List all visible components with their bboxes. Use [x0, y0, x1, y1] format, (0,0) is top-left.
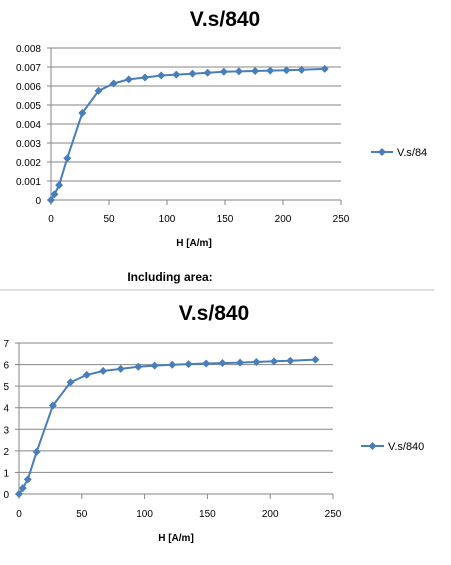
- y-tick-label: 3: [3, 425, 9, 436]
- y-tick-label: 5: [3, 382, 9, 393]
- x-tick-label: 150: [199, 509, 216, 520]
- y-tick-label: 0: [35, 196, 41, 207]
- x-tick-label: 50: [76, 509, 88, 520]
- y-tick-label: 0.001: [16, 177, 41, 188]
- x-tick-label: 250: [325, 509, 342, 520]
- data-point: [63, 154, 72, 163]
- data-point: [134, 362, 143, 371]
- legend-label: V.s/84: [397, 147, 427, 159]
- x-tick-label: 150: [217, 214, 234, 225]
- legend-marker: [378, 148, 386, 156]
- x-tick-label: 0: [16, 509, 22, 520]
- x-tick-label: 0: [48, 214, 54, 225]
- data-point: [15, 490, 23, 498]
- y-tick-label: 2: [3, 447, 9, 458]
- data-point: [99, 367, 108, 376]
- data-point: [124, 75, 133, 84]
- data-point: [78, 108, 87, 117]
- data-point: [94, 86, 103, 95]
- legend-marker: [368, 442, 377, 450]
- data-point: [109, 79, 118, 88]
- data-point: [48, 401, 57, 410]
- chart-bottom: V.s/840 0 1 2 3 4 5 6 7 0 50 100 150 200 250 H [A/m] V.s…: [3, 302, 424, 544]
- data-point: [47, 196, 55, 204]
- x-tick-label: 100: [136, 509, 153, 520]
- y-tick-label: 0: [3, 490, 9, 501]
- data-point: [282, 66, 291, 75]
- x-tick-label: 250: [333, 214, 350, 225]
- y-tick-label: 0.008: [16, 44, 41, 55]
- data-point: [311, 355, 320, 364]
- y-tick-label: 0.002: [16, 158, 41, 169]
- data-point: [252, 357, 261, 366]
- y-tick-label: 0.005: [16, 101, 41, 112]
- y-tick-label: 0.003: [16, 139, 41, 150]
- data-point: [286, 356, 295, 365]
- data-point: [23, 475, 32, 484]
- x-tick-label: 50: [103, 214, 115, 225]
- data-point: [184, 360, 193, 369]
- data-point: [234, 67, 243, 76]
- data-point: [202, 359, 211, 368]
- legend-label: V.s/840: [388, 441, 424, 453]
- x-tick-label: 100: [159, 214, 176, 225]
- data-point: [140, 73, 149, 82]
- y-tick-label: 0.007: [16, 63, 41, 74]
- data-point: [150, 361, 159, 370]
- y-tick-label: 4: [3, 404, 9, 415]
- data-point: [266, 66, 275, 75]
- data-point: [297, 65, 306, 74]
- data-point: [66, 378, 75, 387]
- data-point: [251, 66, 260, 75]
- y-tick-label: 0.006: [16, 82, 41, 93]
- data-point: [320, 64, 329, 73]
- x-tick-label: 200: [275, 214, 292, 225]
- data-point: [168, 360, 177, 369]
- chart-title: V.s/840: [179, 302, 249, 325]
- data-point: [172, 70, 181, 79]
- data-point: [236, 358, 245, 367]
- data-point: [269, 357, 278, 366]
- x-axis-label: H [A/m]: [158, 533, 194, 544]
- chart-top: V.s/84000.0010.0020.0030.0040.0050.0060.…: [16, 8, 427, 249]
- data-point: [218, 359, 227, 368]
- y-tick-label: 1: [3, 468, 9, 479]
- x-axis-label: H [A/m]: [176, 238, 212, 249]
- data-point: [219, 67, 228, 76]
- data-point: [157, 71, 166, 80]
- y-tick-label: 0.004: [16, 120, 41, 131]
- data-point: [116, 364, 125, 373]
- data-point: [188, 69, 197, 78]
- data-point: [55, 181, 64, 190]
- data-point: [18, 484, 27, 493]
- caption-including-area: Including area:: [127, 270, 212, 284]
- y-tick-label: 7: [3, 339, 9, 350]
- data-point: [50, 190, 59, 199]
- series-line: [18, 358, 316, 495]
- y-tick-label: 6: [3, 361, 9, 372]
- chart-title: V.s/840: [190, 8, 260, 31]
- series-line: [50, 67, 325, 201]
- data-point: [82, 370, 91, 379]
- data-point: [203, 68, 212, 77]
- data-point: [32, 447, 41, 456]
- x-tick-label: 200: [262, 509, 279, 520]
